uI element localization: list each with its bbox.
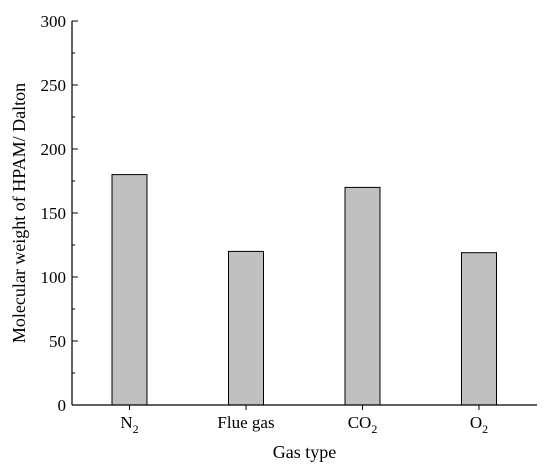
x-ticks-group: N2 Flue gas CO2 O2 (120, 405, 488, 436)
bar-flue-gas (228, 250, 264, 406)
x-axis-title: Gas type (273, 442, 336, 462)
x-tick-label: Flue gas (217, 413, 274, 432)
y-axis-title: Molecular weight of HPAM/ Dalton (9, 83, 29, 343)
y-tick-label: 0 (58, 396, 67, 415)
x-tick-label: N2 (120, 413, 138, 436)
x-tick-label: O2 (470, 413, 488, 436)
bar-o2 (461, 252, 497, 406)
bar-co2 (344, 186, 381, 406)
y-tick-label: 250 (41, 76, 67, 95)
y-tick-label: 150 (41, 204, 67, 223)
x-tick-label: CO2 (348, 413, 378, 436)
y-tick-label: 300 (41, 12, 67, 31)
bar-n2 (111, 174, 148, 406)
y-tick-label: 50 (49, 332, 66, 351)
y-ticks-group: 0 50 100 150 200 250 300 (41, 12, 78, 415)
y-tick-label: 100 (41, 268, 67, 287)
y-tick-label: 200 (41, 140, 67, 159)
bars-group (111, 174, 497, 406)
